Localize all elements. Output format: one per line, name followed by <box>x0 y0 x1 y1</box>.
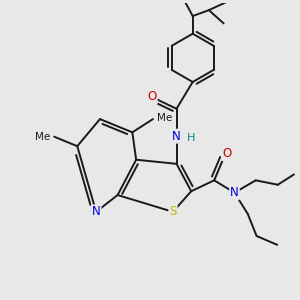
Text: O: O <box>222 147 231 160</box>
Text: S: S <box>169 205 177 218</box>
Text: H: H <box>187 133 195 142</box>
Text: N: N <box>92 205 100 218</box>
Text: O: O <box>147 91 157 103</box>
Text: N: N <box>172 130 181 143</box>
Text: Me: Me <box>157 112 172 123</box>
Text: N: N <box>230 186 239 199</box>
Text: Me: Me <box>35 132 51 142</box>
